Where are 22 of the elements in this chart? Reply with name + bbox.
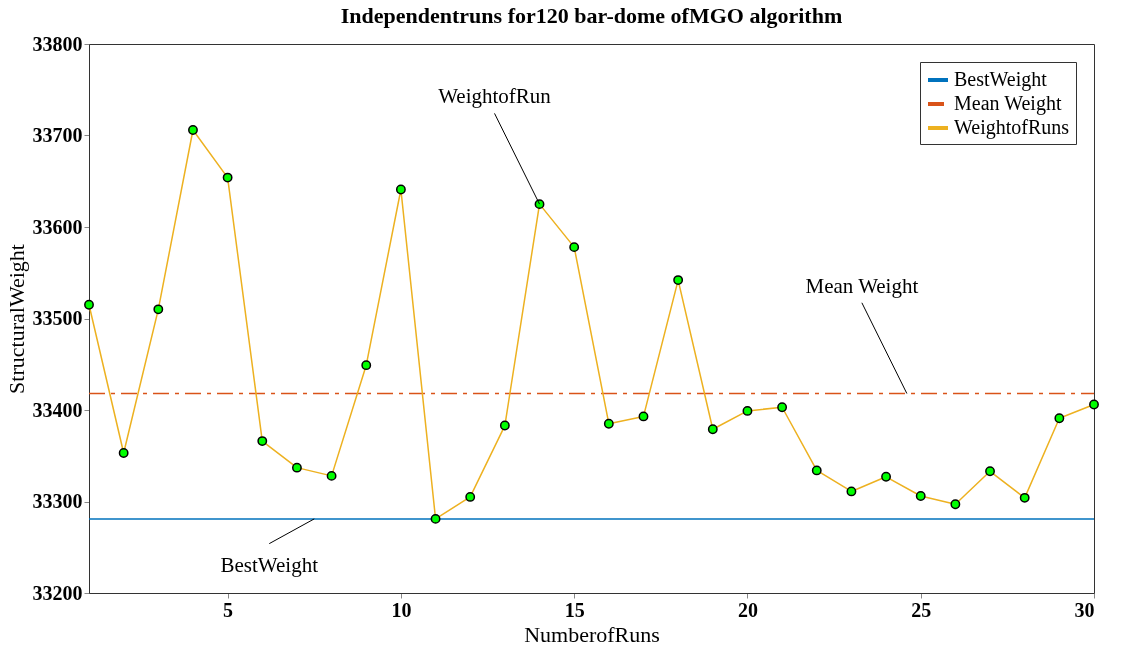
x-tick-label: 20 bbox=[737, 598, 758, 621]
legend-label: WeightofRuns bbox=[954, 116, 1070, 139]
legend-label: Mean Weight bbox=[954, 92, 1062, 115]
y-tick-label: 33700 bbox=[32, 124, 83, 146]
annotation: BestWeight bbox=[220, 552, 319, 577]
y-tick-label: 33500 bbox=[32, 307, 83, 329]
x-tick-label: 10 bbox=[391, 598, 412, 621]
x-axis-title: NumberofRuns bbox=[524, 621, 660, 647]
y-tick-label: 33400 bbox=[32, 398, 83, 421]
y-tick-label: 33300 bbox=[32, 490, 83, 512]
x-tick-label: 5 bbox=[223, 598, 234, 621]
legend-label: BestWeight bbox=[954, 68, 1048, 91]
y-axis-title: StructuralWeight bbox=[3, 244, 29, 394]
y-tick-label: 33600 bbox=[32, 215, 83, 238]
annotation: Mean Weight bbox=[805, 273, 919, 298]
x-tick-label: 15 bbox=[564, 598, 585, 621]
chart-title: Independentruns for120 bar-dome ofMGO algorithm bbox=[340, 3, 843, 28]
x-tick-label: 30 bbox=[1074, 598, 1095, 621]
x-tick-label: 25 bbox=[911, 598, 932, 621]
annotation: WeightofRun bbox=[438, 84, 552, 109]
y-tick-label: 33200 bbox=[32, 581, 83, 604]
y-tick-label: 33800 bbox=[32, 32, 83, 55]
